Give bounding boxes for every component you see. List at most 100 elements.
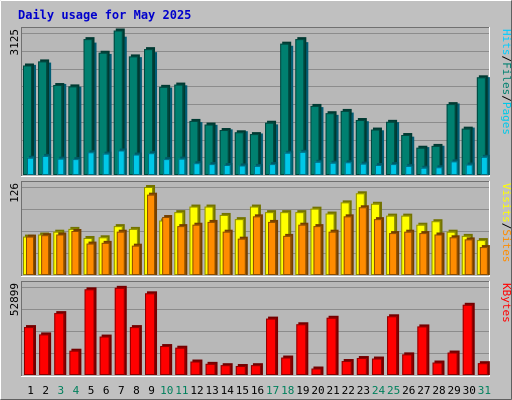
bar-sites-day-28 (434, 232, 445, 276)
bar-kbytes-day-28 (432, 360, 445, 376)
bar-kbytes-day-2 (39, 332, 52, 376)
bar-kbytes-day-14 (220, 363, 233, 375)
bar-pages-day-24 (374, 163, 384, 176)
bar-pages-day-7 (117, 148, 127, 176)
bar-kbytes-day-6 (99, 334, 112, 375)
bar-pages-day-19 (299, 149, 309, 176)
legend-sites: Sites (500, 229, 512, 262)
bar-kbytes-day-18 (281, 355, 294, 375)
bar-kbytes-day-26 (402, 352, 415, 375)
bar-kbytes-day-16 (250, 363, 263, 375)
x-tick-day-12: 12 (190, 384, 203, 397)
x-tick-day-29: 29 (448, 384, 461, 397)
bar-kbytes-day-23 (356, 356, 369, 376)
x-tick-day-16: 16 (251, 384, 264, 397)
bar-sites-day-16 (252, 214, 263, 275)
x-tick-day-1: 1 (27, 384, 34, 397)
bar-sites-day-12 (192, 222, 203, 275)
bar-pages-day-9 (148, 151, 158, 175)
bar-sites-day-2 (41, 233, 52, 275)
panel-legend: KBytes (500, 283, 512, 323)
bar-pages-day-4 (72, 157, 82, 175)
bar-sites-day-19 (298, 222, 309, 275)
bar-kbytes-day-10 (160, 344, 173, 375)
x-tick-day-27: 27 (417, 384, 430, 397)
y-axis-max-label: 3125 (8, 29, 21, 56)
bar-pages-day-29 (450, 159, 460, 175)
bar-pages-day-14 (223, 163, 233, 176)
x-tick-day-19: 19 (296, 384, 309, 397)
x-tick-day-17: 17 (266, 384, 279, 397)
x-tick-day-2: 2 (42, 384, 49, 397)
bar-sites-day-10 (162, 215, 173, 276)
bar-pages-day-16 (253, 163, 263, 176)
bar-kbytes-day-15 (235, 364, 248, 376)
x-tick-day-21: 21 (327, 384, 340, 397)
bar-pages-day-6 (102, 151, 112, 176)
x-tick-day-6: 6 (103, 384, 110, 397)
bar-pages-day-23 (359, 161, 369, 175)
x-tick-day-30: 30 (463, 384, 476, 397)
bar-kbytes-day-1 (24, 325, 36, 376)
bar-kbytes-day-11 (175, 345, 188, 376)
bar-sites-day-24 (373, 217, 384, 275)
x-tick-day-24: 24 (372, 384, 386, 397)
bar-sites-day-5 (86, 241, 97, 275)
bar-sites-day-9 (147, 192, 158, 275)
panel-legend: Visits/Sites (500, 183, 512, 263)
legend-visits: Visits (500, 183, 512, 223)
x-tick-day-15: 15 (236, 384, 249, 397)
bar-sites-day-30 (464, 237, 475, 275)
bar-sites-day-1 (26, 234, 36, 275)
bar-sites-day-6 (101, 240, 112, 275)
bar-pages-day-17 (269, 162, 279, 176)
panel-visits-sites: 126 Visits/Sites (8, 181, 512, 277)
bar-pages-day-30 (465, 162, 475, 175)
x-tick-day-22: 22 (342, 384, 355, 397)
bar-kbytes-day-5 (84, 287, 97, 375)
bar-kbytes-day-8 (129, 325, 142, 376)
x-tick-day-7: 7 (118, 384, 125, 397)
y-axis-max-label: 52899 (8, 283, 21, 316)
bar-kbytes-day-20 (311, 366, 324, 376)
x-tick-day-11: 11 (175, 384, 188, 397)
bar-sites-day-8 (131, 243, 142, 276)
bar-sites-day-13 (207, 219, 218, 276)
legend-pages: Pages (500, 102, 512, 135)
x-tick-day-13: 13 (205, 384, 218, 397)
bar-kbytes-day-29 (447, 350, 460, 376)
chart-title: Daily usage for May 2025 (18, 8, 191, 22)
bar-pages-day-3 (57, 156, 67, 176)
panel-hits-files-pages: 3125 Hits/Files/Pages (8, 27, 512, 177)
bar-sites-day-11 (177, 224, 188, 276)
bar-kbytes-day-24 (371, 356, 384, 376)
bar-pages-day-18 (284, 150, 294, 176)
bar-kbytes-day-13 (205, 361, 218, 375)
bar-kbytes-day-7 (114, 285, 127, 375)
bar-sites-day-27 (419, 231, 430, 276)
bar-sites-day-4 (71, 229, 82, 275)
legend-hits: Hits (500, 29, 512, 56)
x-tick-day-4: 4 (73, 384, 80, 397)
bar-kbytes-day-17 (266, 316, 279, 376)
bar-pages-day-13 (208, 162, 218, 176)
chart-panels: 3125 Hits/Files/Pages 126 Visits/Sites 52899… (8, 27, 512, 377)
bar-pages-day-15 (238, 163, 248, 175)
y-axis-max-label: 126 (8, 183, 21, 203)
panel-legend: Hits/Files/Pages (500, 29, 512, 135)
x-tick-day-18: 18 (281, 384, 294, 397)
x-tick-day-28: 28 (432, 384, 445, 397)
bar-sites-day-29 (449, 235, 460, 276)
bar-pages-day-27 (420, 165, 430, 175)
bar-kbytes-day-3 (54, 311, 67, 375)
bar-kbytes-day-25 (387, 314, 400, 375)
bar-pages-day-5 (87, 150, 97, 175)
bar-sites-day-21 (328, 229, 339, 275)
bar-kbytes-day-27 (417, 324, 430, 375)
x-tick-day-31: 31 (478, 384, 491, 397)
x-tick-day-26: 26 (402, 384, 415, 397)
bar-pages-day-31 (480, 154, 490, 176)
legend-kbytes: KBytes (500, 283, 512, 323)
bar-sites-day-17 (268, 219, 279, 276)
bar-pages-day-22 (344, 160, 354, 175)
